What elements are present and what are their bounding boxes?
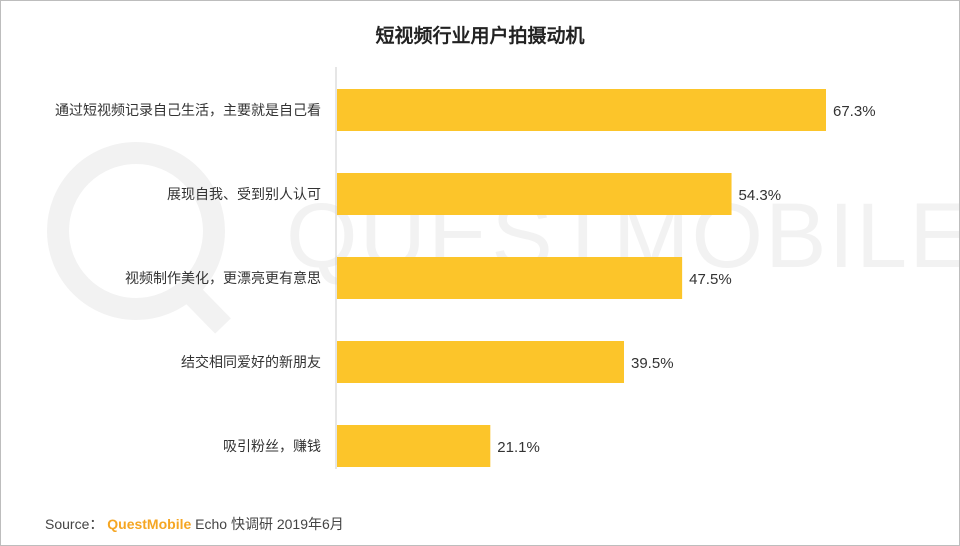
watermark-logo-tail [173,275,231,334]
data-label: 39.5% [631,355,674,372]
chart-title: 短视频行业用户拍摄动机 [375,25,585,47]
category-label: 吸引粉丝，赚钱 [223,439,321,455]
category-label: 展现自我、受到别人认可 [167,187,321,203]
data-label: 67.3% [833,103,876,120]
bar [337,341,625,383]
source-note: Source： QuestMobile Echo 快调研 2019年6月 [45,514,344,534]
category-label: 通过短视频记录自己生活，主要就是自己看 [55,103,321,119]
data-label: 54.3% [739,187,782,204]
source-prefix: Source： [45,516,104,532]
bar [337,173,732,215]
bars-layer: 通过短视频记录自己生活，主要就是自己看 67.3% 展现自我、受到别人认可 54.3%… [55,89,876,467]
watermark-logo-ring [47,142,225,320]
bar [337,89,826,131]
category-label: 视频制作美化，更漂亮更有意思 [125,270,321,287]
data-label: 47.5% [689,271,732,288]
source-suffix: Echo 快调研 2019年6月 [191,516,344,532]
source-brand: QuestMobile [107,516,192,532]
data-label: 21.1% [497,439,540,456]
bar [337,425,491,467]
category-label: 结交相同爱好的新朋友 [181,354,321,371]
bar [337,257,683,299]
